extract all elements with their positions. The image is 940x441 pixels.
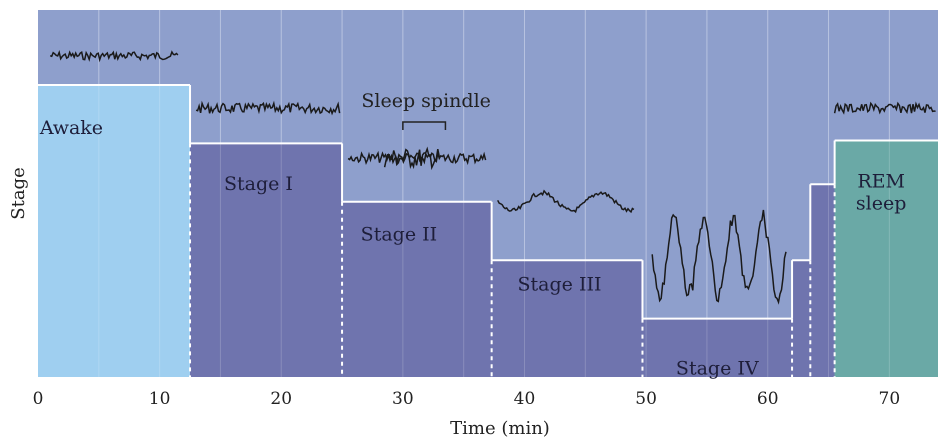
x-tick-label: 60 <box>757 389 779 409</box>
eeg-trace <box>833 101 936 115</box>
x-tick-label: 30 <box>392 389 414 409</box>
stage-label: REM <box>857 171 905 193</box>
stage-label: Stage II <box>361 223 437 245</box>
stage-label: sleep <box>856 193 906 215</box>
stage-blocks <box>38 84 938 377</box>
stage-label: Stage III <box>518 274 602 296</box>
eeg-trace <box>347 150 487 166</box>
annotation-label: Sleep spindle <box>361 90 491 112</box>
x-axis: 0 10 20 30 40 50 60 70 <box>33 389 901 409</box>
stage-block <box>342 201 492 377</box>
x-tick-label: 10 <box>149 389 171 409</box>
annotation-bracket <box>402 121 447 130</box>
y-axis-title: Stage <box>8 167 29 219</box>
stage-block <box>491 260 643 377</box>
stage-block <box>38 85 191 377</box>
stage-label: Stage IV <box>676 358 759 380</box>
stage-block <box>792 260 811 377</box>
x-axis-title: Time (min) <box>450 418 550 439</box>
eeg-trace <box>195 100 341 116</box>
stage-block <box>810 184 835 377</box>
eeg-trace <box>383 146 441 171</box>
sleep-spindle-annotation: Sleep spindle <box>361 90 491 130</box>
stage-label: Awake <box>39 117 103 139</box>
stage-labels: Awake Stage I Stage II Stage III Stage IV REM… <box>39 117 907 380</box>
eeg-traces <box>49 50 936 305</box>
x-tick-label: 0 <box>33 389 44 409</box>
eeg-trace <box>651 209 787 305</box>
x-tick-label: 50 <box>635 389 657 409</box>
stage-block <box>642 318 793 377</box>
eeg-trace <box>49 50 179 63</box>
x-tick-label: 40 <box>514 389 536 409</box>
x-tick-label: 20 <box>270 389 292 409</box>
stage-block <box>190 143 343 377</box>
eeg-trace <box>497 189 635 214</box>
stage-block <box>834 140 938 377</box>
stage-label: Stage I <box>224 173 293 195</box>
x-tick-label: 70 <box>879 389 901 409</box>
